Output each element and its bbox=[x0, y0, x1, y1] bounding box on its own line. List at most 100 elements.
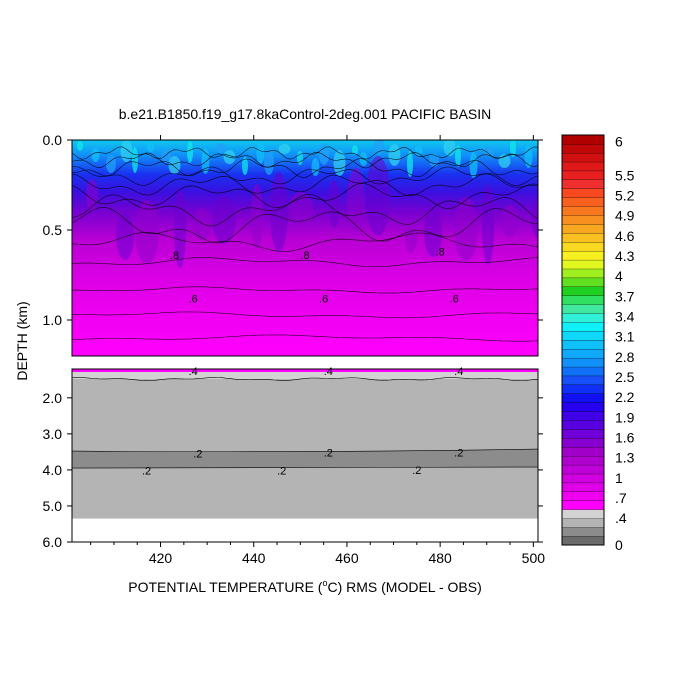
colorbar-label: 1.3 bbox=[615, 450, 635, 466]
x-tick-label: 460 bbox=[335, 550, 359, 566]
surface-hotspot bbox=[484, 147, 494, 157]
colorbar-cell bbox=[561, 232, 605, 243]
colorbar-label: 2.8 bbox=[615, 349, 635, 365]
y-tick-label: 4.0 bbox=[43, 462, 63, 478]
surface-hotspot bbox=[455, 145, 461, 167]
colorbar-cell bbox=[561, 134, 605, 145]
surface-hotspot bbox=[443, 140, 456, 156]
colorbar-cell bbox=[561, 366, 605, 377]
surface-hotspot bbox=[146, 142, 155, 152]
colorbar-cell bbox=[561, 143, 605, 154]
surface-hotspot bbox=[132, 147, 138, 173]
colorbar-cell bbox=[561, 428, 605, 439]
y-tick-label: 1.0 bbox=[43, 312, 63, 328]
surface-hotspot bbox=[120, 140, 133, 162]
subsurface-anomaly bbox=[193, 208, 211, 240]
colorbar-label: 5.5 bbox=[615, 167, 635, 183]
colorbar-cell bbox=[561, 170, 605, 181]
contour-line bbox=[72, 193, 538, 227]
colorbar-cell bbox=[561, 304, 605, 314]
subsurface-anomaly bbox=[270, 172, 288, 252]
colorbar-cell bbox=[561, 473, 605, 484]
contour-label: .8 bbox=[436, 247, 445, 259]
contour-line bbox=[72, 166, 538, 186]
surface-hotspot bbox=[414, 146, 423, 156]
contour-label: .8 bbox=[300, 250, 309, 262]
contour-line bbox=[72, 377, 538, 381]
contour-line bbox=[72, 173, 538, 197]
colorbar-label: .7 bbox=[615, 490, 627, 506]
contour-line bbox=[72, 207, 538, 244]
colorbar: 0 .4 .7 1 1.3 1.6 1.9 2.2 2.5 2.8 3.1 3.4 3.7 4 4.3 4.6… bbox=[561, 134, 635, 553]
colorbar-label: 1 bbox=[615, 470, 623, 486]
contour-line bbox=[72, 158, 538, 178]
colorbar-cell bbox=[561, 500, 605, 510]
colorbar-cell bbox=[561, 446, 605, 457]
colorbar-cell bbox=[561, 313, 605, 323]
colorbar-cell bbox=[561, 259, 605, 270]
surface-hotspot bbox=[91, 148, 100, 162]
surface-hotspot bbox=[407, 151, 413, 177]
colorbar-label: 4 bbox=[615, 268, 623, 284]
colorbar-cell bbox=[561, 330, 605, 341]
lower-panel: .4 .4 .4 .2 .2 .2 .2 .2 .2 2.0 3.0 4.0 5.0 6.0 420 44… bbox=[43, 135, 545, 566]
surface-hotspot bbox=[510, 140, 516, 157]
colorbar-cell bbox=[561, 384, 605, 394]
subsurface-anomaly bbox=[328, 180, 340, 228]
surface-hotspot bbox=[352, 145, 358, 155]
colorbar-cell bbox=[561, 286, 605, 296]
subsurface-anomaly bbox=[482, 185, 494, 265]
contour-label: .4 bbox=[454, 366, 463, 378]
subsurface-anomaly bbox=[135, 200, 159, 264]
colorbar-label: 3.4 bbox=[615, 308, 635, 324]
surface-hotspot bbox=[374, 140, 384, 155]
surface-hotspot bbox=[216, 143, 226, 153]
colorbar-cell bbox=[561, 393, 605, 403]
colorbar-cell bbox=[561, 420, 605, 430]
light-gray-band bbox=[72, 372, 538, 379]
x-tick-label: 480 bbox=[428, 550, 452, 566]
chart-title: b.e21.B1850.f19_g17.8kaControl-2deg.001 … bbox=[119, 106, 492, 122]
subsurface-anomaly bbox=[424, 209, 442, 257]
dark-gray-band bbox=[72, 449, 538, 469]
surface-hotspot bbox=[264, 149, 274, 175]
colorbar-cell bbox=[561, 277, 605, 287]
colorbar-cell bbox=[561, 197, 605, 207]
surface-hotspot bbox=[388, 144, 401, 166]
colorbar-label: 4.9 bbox=[615, 208, 635, 224]
colorbar-label: 2.5 bbox=[615, 369, 635, 385]
contour-line bbox=[72, 183, 538, 209]
colorbar-label: 6 bbox=[615, 134, 623, 150]
colorbar-cell bbox=[561, 527, 605, 537]
colorbar-label: 4.6 bbox=[615, 228, 635, 244]
colorbar-cell bbox=[561, 268, 605, 279]
colorbar-cell bbox=[561, 348, 605, 359]
colorbar-cell bbox=[561, 402, 605, 412]
subsurface-anomaly bbox=[366, 156, 390, 236]
colorbar-cell bbox=[561, 179, 605, 189]
subsurface-anomaly bbox=[454, 197, 478, 261]
colorbar-label: 3.7 bbox=[615, 288, 635, 304]
colorbar-cell bbox=[561, 250, 605, 261]
contour-label: .6 bbox=[450, 293, 459, 305]
colorbar-cell bbox=[561, 206, 605, 216]
colorbar-cell bbox=[561, 339, 605, 350]
contour-line bbox=[72, 151, 538, 169]
surface-hotspot bbox=[297, 151, 303, 165]
contour-line bbox=[72, 466, 538, 469]
surface-hotspot bbox=[311, 158, 320, 176]
surface-hotspot bbox=[242, 157, 248, 175]
contour-line bbox=[72, 311, 538, 319]
subsurface-anomaly bbox=[405, 221, 417, 253]
contour-label: .8 bbox=[170, 250, 179, 262]
upper-panel: .8 .8 .8 .6 .6 .6 0.0 0.5 1.0 bbox=[43, 132, 543, 357]
contour-label: .2 bbox=[193, 449, 202, 461]
colorbar-label: 3.1 bbox=[615, 329, 635, 345]
colorbar-cell bbox=[561, 322, 605, 332]
contour-label: .6 bbox=[189, 293, 198, 305]
colorbar-cell bbox=[561, 241, 605, 252]
mid-gray-fill bbox=[72, 379, 538, 519]
surface-hotspot bbox=[333, 150, 346, 176]
colorbar-cell bbox=[561, 509, 605, 519]
